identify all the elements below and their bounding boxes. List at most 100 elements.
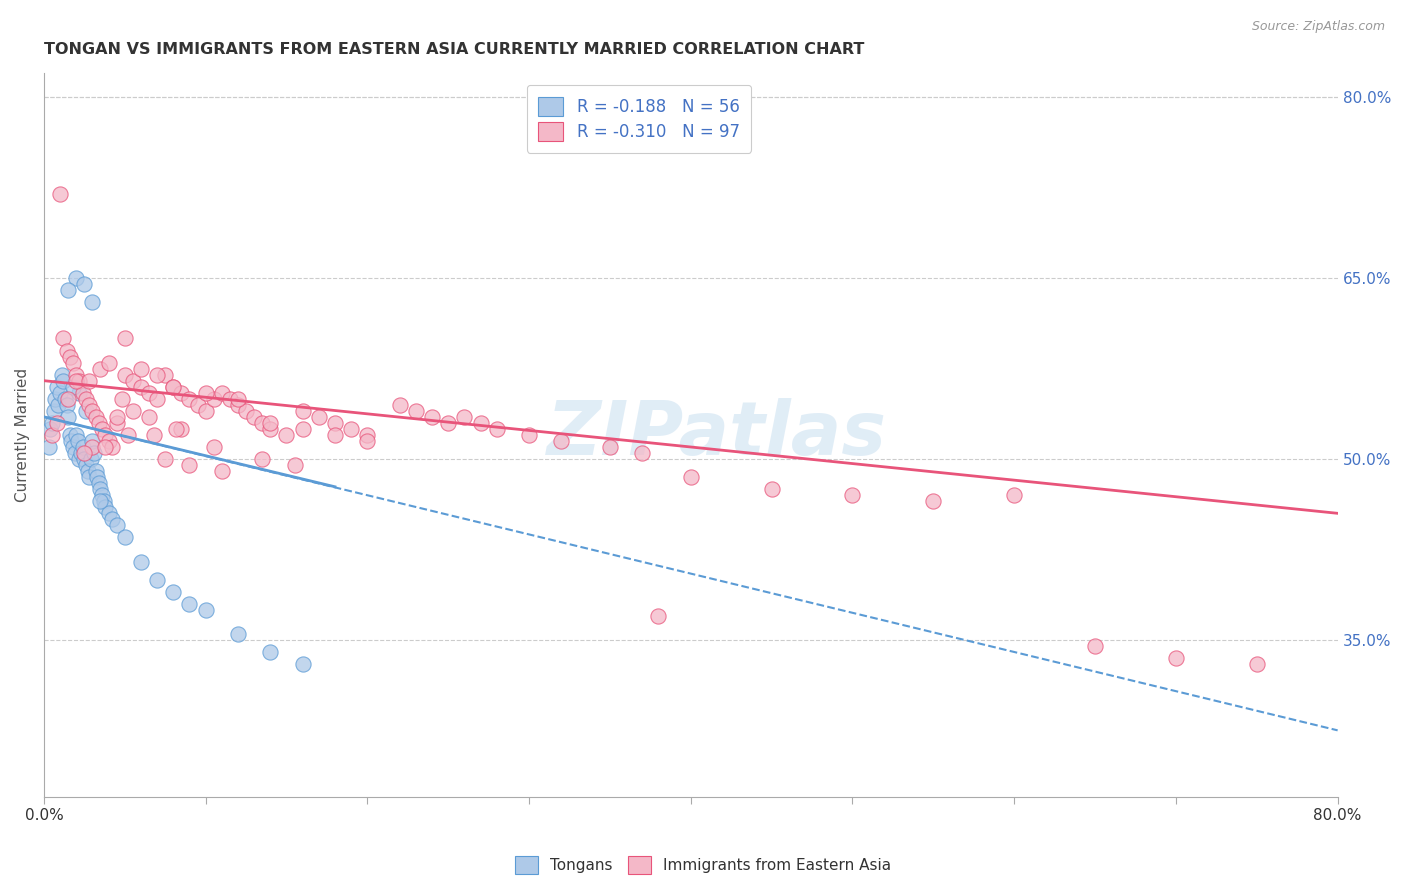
Point: [166, 422, 188, 436]
Point: [235, 404, 257, 418]
Point: [146, 368, 169, 382]
Point: [121, 374, 143, 388]
Point: [211, 385, 233, 400]
Point: [129, 380, 152, 394]
Point: [1164, 651, 1187, 665]
Point: [323, 428, 346, 442]
Point: [60, 434, 83, 448]
Point: [647, 608, 669, 623]
Point: [117, 428, 139, 442]
Y-axis label: Currently Married: Currently Married: [15, 368, 30, 502]
Point: [323, 416, 346, 430]
Point: [162, 584, 184, 599]
Point: [75, 392, 97, 406]
Point: [65, 368, 87, 382]
Point: [153, 452, 176, 467]
Point: [73, 446, 96, 460]
Point: [59, 428, 82, 442]
Point: [517, 428, 540, 442]
Point: [179, 597, 201, 611]
Text: Source: ZipAtlas.com: Source: ZipAtlas.com: [1251, 20, 1385, 33]
Point: [211, 464, 233, 478]
Point: [55, 343, 77, 358]
Point: [94, 428, 117, 442]
Point: [66, 434, 89, 448]
Point: [129, 361, 152, 376]
Point: [114, 368, 136, 382]
Point: [52, 374, 75, 388]
Point: [62, 355, 84, 369]
Point: [89, 361, 111, 376]
Point: [94, 500, 117, 515]
Point: [91, 488, 114, 502]
Point: [276, 428, 298, 442]
Point: [121, 404, 143, 418]
Point: [405, 404, 427, 418]
Point: [76, 464, 98, 478]
Point: [56, 283, 79, 297]
Text: TONGAN VS IMMIGRANTS FROM EASTERN ASIA CURRENTLY MARRIED CORRELATION CHART: TONGAN VS IMMIGRANTS FROM EASTERN ASIA C…: [44, 42, 865, 57]
Point: [73, 452, 96, 467]
Point: [87, 416, 110, 430]
Point: [48, 398, 70, 412]
Point: [41, 416, 63, 430]
Point: [170, 385, 193, 400]
Point: [485, 422, 508, 436]
Point: [291, 657, 314, 671]
Point: [841, 488, 863, 502]
Point: [49, 186, 72, 201]
Point: [72, 385, 94, 400]
Point: [75, 458, 97, 472]
Point: [291, 422, 314, 436]
Point: [631, 446, 654, 460]
Point: [218, 392, 240, 406]
Point: [470, 416, 492, 430]
Point: [87, 476, 110, 491]
Point: [202, 440, 225, 454]
Point: [105, 518, 128, 533]
Point: [138, 409, 160, 424]
Point: [283, 458, 305, 472]
Point: [84, 409, 107, 424]
Point: [82, 404, 104, 418]
Point: [53, 392, 76, 406]
Point: [65, 428, 87, 442]
Legend: Tongans, Immigrants from Eastern Asia: Tongans, Immigrants from Eastern Asia: [509, 850, 897, 880]
Point: [59, 350, 82, 364]
Point: [97, 355, 120, 369]
Point: [114, 331, 136, 345]
Point: [226, 392, 249, 406]
Point: [45, 416, 67, 430]
Point: [356, 434, 378, 448]
Point: [162, 380, 184, 394]
Point: [62, 440, 84, 454]
Point: [62, 380, 84, 394]
Point: [45, 380, 67, 394]
Point: [51, 368, 73, 382]
Point: [110, 392, 132, 406]
Point: [82, 440, 104, 454]
Point: [105, 416, 128, 430]
Point: [259, 645, 281, 659]
Point: [69, 452, 91, 467]
Point: [356, 428, 378, 442]
Point: [420, 409, 443, 424]
Point: [340, 422, 363, 436]
Point: [194, 603, 217, 617]
Point: [73, 277, 96, 292]
Point: [65, 374, 87, 388]
Point: [308, 409, 330, 424]
Point: [146, 573, 169, 587]
Point: [142, 428, 165, 442]
Point: [761, 482, 783, 496]
Point: [94, 440, 117, 454]
Point: [291, 404, 314, 418]
Point: [77, 398, 100, 412]
Point: [75, 404, 97, 418]
Point: [86, 470, 108, 484]
Point: [679, 470, 702, 484]
Point: [250, 416, 273, 430]
Point: [226, 627, 249, 641]
Point: [82, 434, 104, 448]
Point: [77, 470, 100, 484]
